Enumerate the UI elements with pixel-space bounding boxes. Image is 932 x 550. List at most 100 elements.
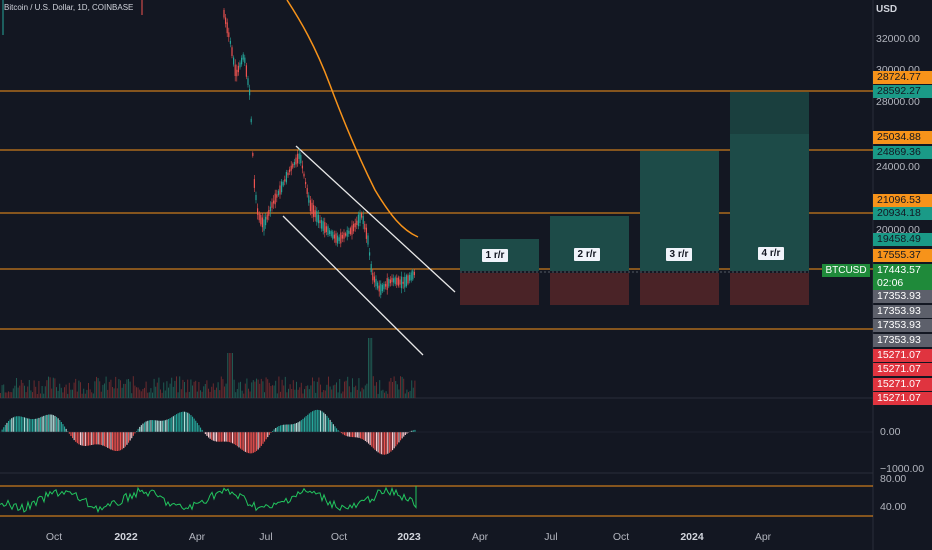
price-tag[interactable]: 21096.53	[873, 194, 932, 207]
volume-bar	[291, 389, 293, 398]
price-tag[interactable]: 25034.88	[873, 131, 932, 144]
candle-body	[401, 276, 403, 289]
price-tag[interactable]: 17353.93	[873, 305, 932, 318]
macd-bar	[81, 432, 83, 446]
price-candles[interactable]	[2, 0, 415, 299]
volume-bar	[134, 385, 136, 398]
rr-label-1[interactable]: 1 r/r	[482, 249, 508, 262]
volume-bar	[262, 381, 264, 398]
macd-bar	[355, 432, 357, 438]
rr-label-3[interactable]: 3 r/r	[666, 248, 692, 261]
macd-bar	[136, 431, 138, 432]
volume-bar	[369, 338, 371, 398]
macd-histogram[interactable]	[1, 409, 416, 455]
price-tag[interactable]: 15271.07	[873, 349, 932, 362]
horizontal-levels[interactable]	[0, 90, 873, 330]
descending-channel[interactable]	[282, 145, 456, 356]
volume-bar	[22, 382, 24, 398]
volume-bar	[60, 387, 62, 398]
candle-body	[413, 271, 415, 276]
volume-bar	[233, 379, 235, 398]
price-tag[interactable]: 17555.37	[873, 249, 932, 262]
macd-bar	[8, 421, 10, 432]
volume-bar	[131, 393, 133, 398]
chart-title[interactable]: Bitcoin / U.S. Dollar, 1D, COINBASE	[4, 3, 134, 12]
macd-bar	[353, 432, 355, 438]
macd-bar	[206, 432, 208, 436]
price-tag[interactable]: 17443.57	[873, 264, 932, 277]
volume-bar	[100, 391, 102, 398]
moving-average-line[interactable]	[286, 0, 419, 238]
price-tag[interactable]: 15271.07	[873, 392, 932, 405]
symbol-tag[interactable]: BTCUSD	[822, 264, 870, 277]
macd-bar	[291, 424, 293, 432]
volume-bar	[3, 384, 5, 398]
macd-bar	[254, 432, 256, 453]
macd-bar	[243, 432, 245, 451]
rsi-line[interactable]	[0, 486, 417, 514]
macd-bar	[107, 432, 109, 448]
volume-bar	[320, 384, 321, 398]
volume-bar	[350, 392, 352, 398]
macd-bar	[152, 420, 154, 432]
candle-body	[321, 220, 323, 229]
volume-bar	[153, 378, 155, 398]
candle-body	[233, 57, 235, 65]
macd-bar	[139, 426, 141, 432]
price-tag[interactable]: 20934.18	[873, 207, 932, 220]
macd-bar	[110, 432, 112, 450]
price-tag[interactable]: 15271.07	[873, 363, 932, 376]
rr-label-4[interactable]: 4 r/r	[758, 247, 784, 260]
macd-bar	[400, 432, 402, 441]
volume-bar	[176, 376, 177, 398]
macd-bar	[180, 412, 182, 432]
position-boxes[interactable]	[460, 92, 809, 305]
time-axis-label: Apr	[754, 531, 772, 543]
price-tag[interactable]: 02:06	[873, 277, 932, 290]
volume-bar	[352, 378, 353, 398]
macd-bar	[59, 420, 61, 432]
price-tag[interactable]: 17353.93	[873, 290, 932, 303]
candle-body	[301, 165, 303, 169]
price-tag[interactable]: 15271.07	[873, 378, 932, 391]
volume-bar	[393, 376, 395, 398]
macd-bar	[265, 432, 267, 440]
volume-bar	[188, 391, 190, 398]
candle-body	[356, 220, 358, 225]
macd-bar	[134, 432, 136, 434]
volume-bar	[304, 389, 305, 398]
macd-bar	[128, 432, 130, 443]
volume-bar	[142, 389, 144, 398]
volume-bar	[36, 394, 38, 398]
macd-bar	[313, 410, 315, 432]
macd-bar	[248, 432, 250, 454]
macd-bar	[297, 422, 299, 432]
price-tag[interactable]: 17353.93	[873, 319, 932, 332]
macd-bar	[57, 418, 59, 432]
candle-body	[327, 226, 329, 235]
candle-body	[330, 231, 332, 237]
candle-body	[405, 275, 407, 287]
price-tag[interactable]: 24869.36	[873, 146, 932, 159]
price-tag[interactable]: 17353.93	[873, 334, 932, 347]
macd-bar	[126, 432, 128, 445]
candle-body	[410, 272, 412, 281]
macd-bar	[374, 432, 376, 450]
candle-body	[266, 214, 268, 220]
macd-bar	[315, 410, 317, 432]
currency-label[interactable]: USD	[876, 4, 898, 15]
macd-bar	[73, 432, 75, 441]
volume-bar	[32, 392, 33, 398]
volume-bar	[318, 377, 320, 398]
macd-bar	[284, 424, 286, 432]
price-tag[interactable]: 28724.77	[873, 71, 932, 84]
volume-bar	[220, 376, 222, 398]
macd-bar	[132, 432, 134, 436]
rr-label-2[interactable]: 2 r/r	[574, 248, 600, 261]
price-tag[interactable]: 19458.49	[873, 233, 932, 246]
price-tag[interactable]: 28592.27	[873, 85, 932, 98]
candle-body	[250, 118, 252, 123]
volume-bar	[243, 393, 245, 398]
candle-body	[319, 220, 321, 224]
